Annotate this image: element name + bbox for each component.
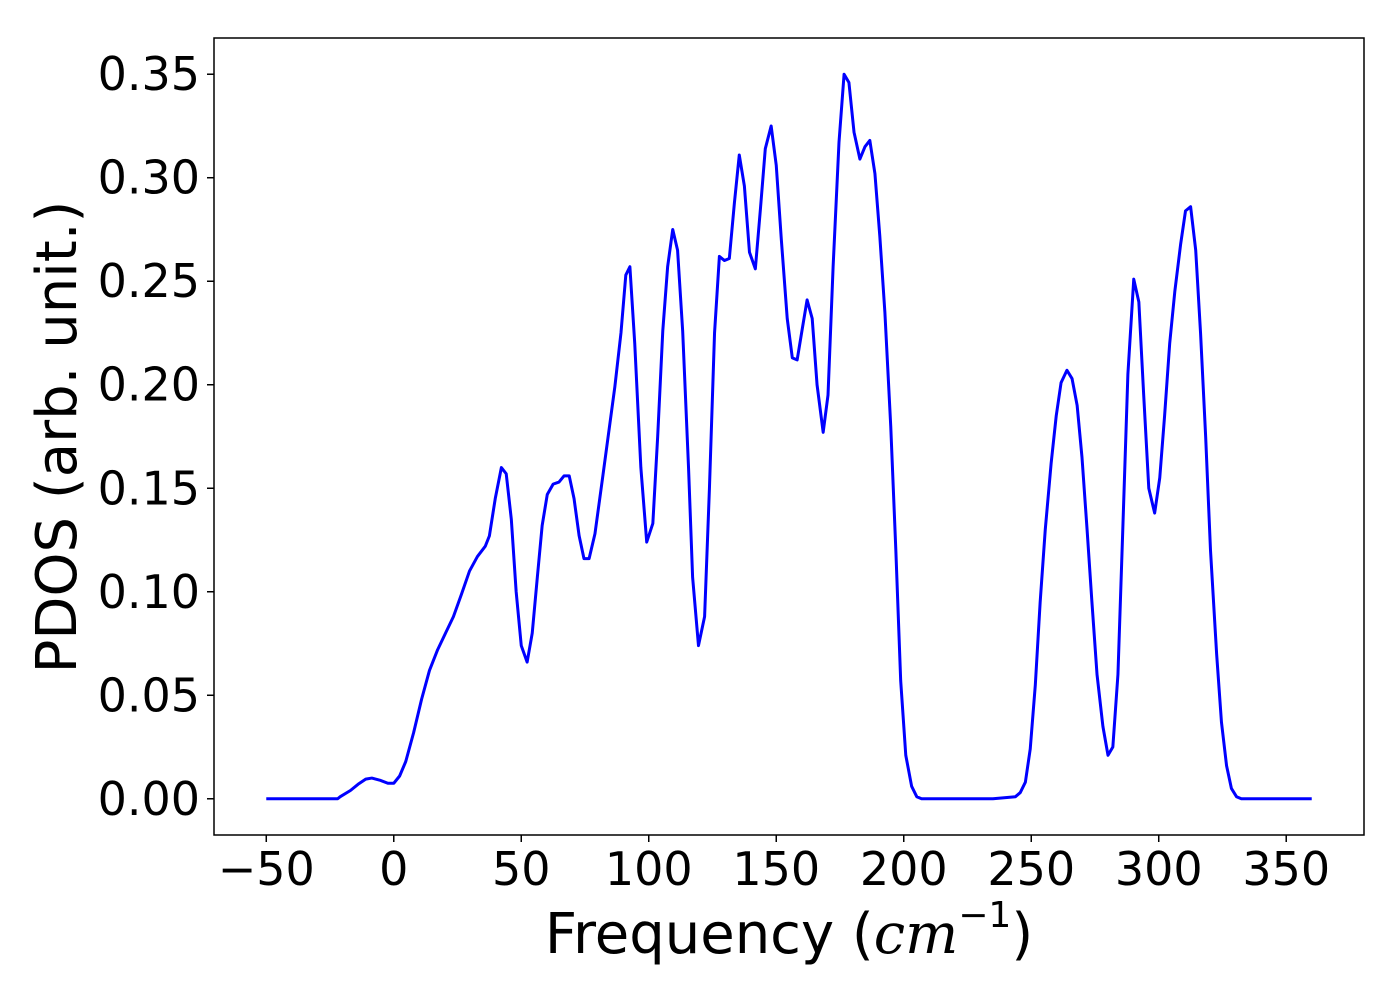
y-tick-label: 0.05 <box>98 668 200 722</box>
x-tick-label: 50 <box>492 842 551 896</box>
x-tick-label: 300 <box>1115 842 1203 896</box>
y-tick-label: 0.35 <box>98 47 200 101</box>
y-tick-label: 0.10 <box>98 565 200 619</box>
x-tick-label: −50 <box>218 842 315 896</box>
x-tick-label: 150 <box>732 842 820 896</box>
y-tick-label: 0.00 <box>98 772 200 826</box>
x-tick-label: 0 <box>379 842 408 896</box>
x-tick-label: 100 <box>605 842 693 896</box>
data-line <box>266 72 1312 801</box>
y-tick-label: 0.20 <box>98 358 200 412</box>
x-axis-label: Frequency (cm−1) <box>545 895 1033 967</box>
plot-frame <box>213 37 1365 836</box>
x-label-math: cm <box>874 902 958 967</box>
x-label-sup: −1 <box>958 895 1011 936</box>
x-tick-label: 250 <box>987 842 1075 896</box>
x-tick-label: 200 <box>860 842 948 896</box>
y-tick-label: 0.30 <box>98 151 200 205</box>
x-label-text: Frequency ( <box>545 902 874 967</box>
x-label-text: ) <box>1011 902 1033 967</box>
y-tick-label: 0.25 <box>98 254 200 308</box>
y-axis-label: PDOS (arb. unit.) <box>25 201 90 674</box>
y-tick-label: 0.15 <box>98 461 200 515</box>
x-tick-label: 350 <box>1242 842 1330 896</box>
